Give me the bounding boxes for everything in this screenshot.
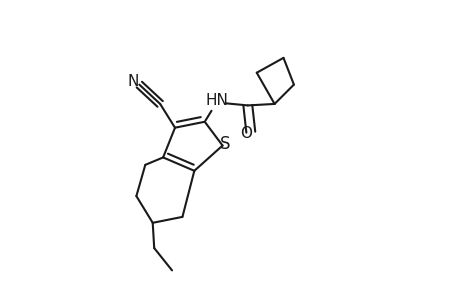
Text: S: S [219,135,230,153]
Text: N: N [128,74,139,88]
Text: O: O [240,126,252,141]
Text: HN: HN [205,93,228,108]
